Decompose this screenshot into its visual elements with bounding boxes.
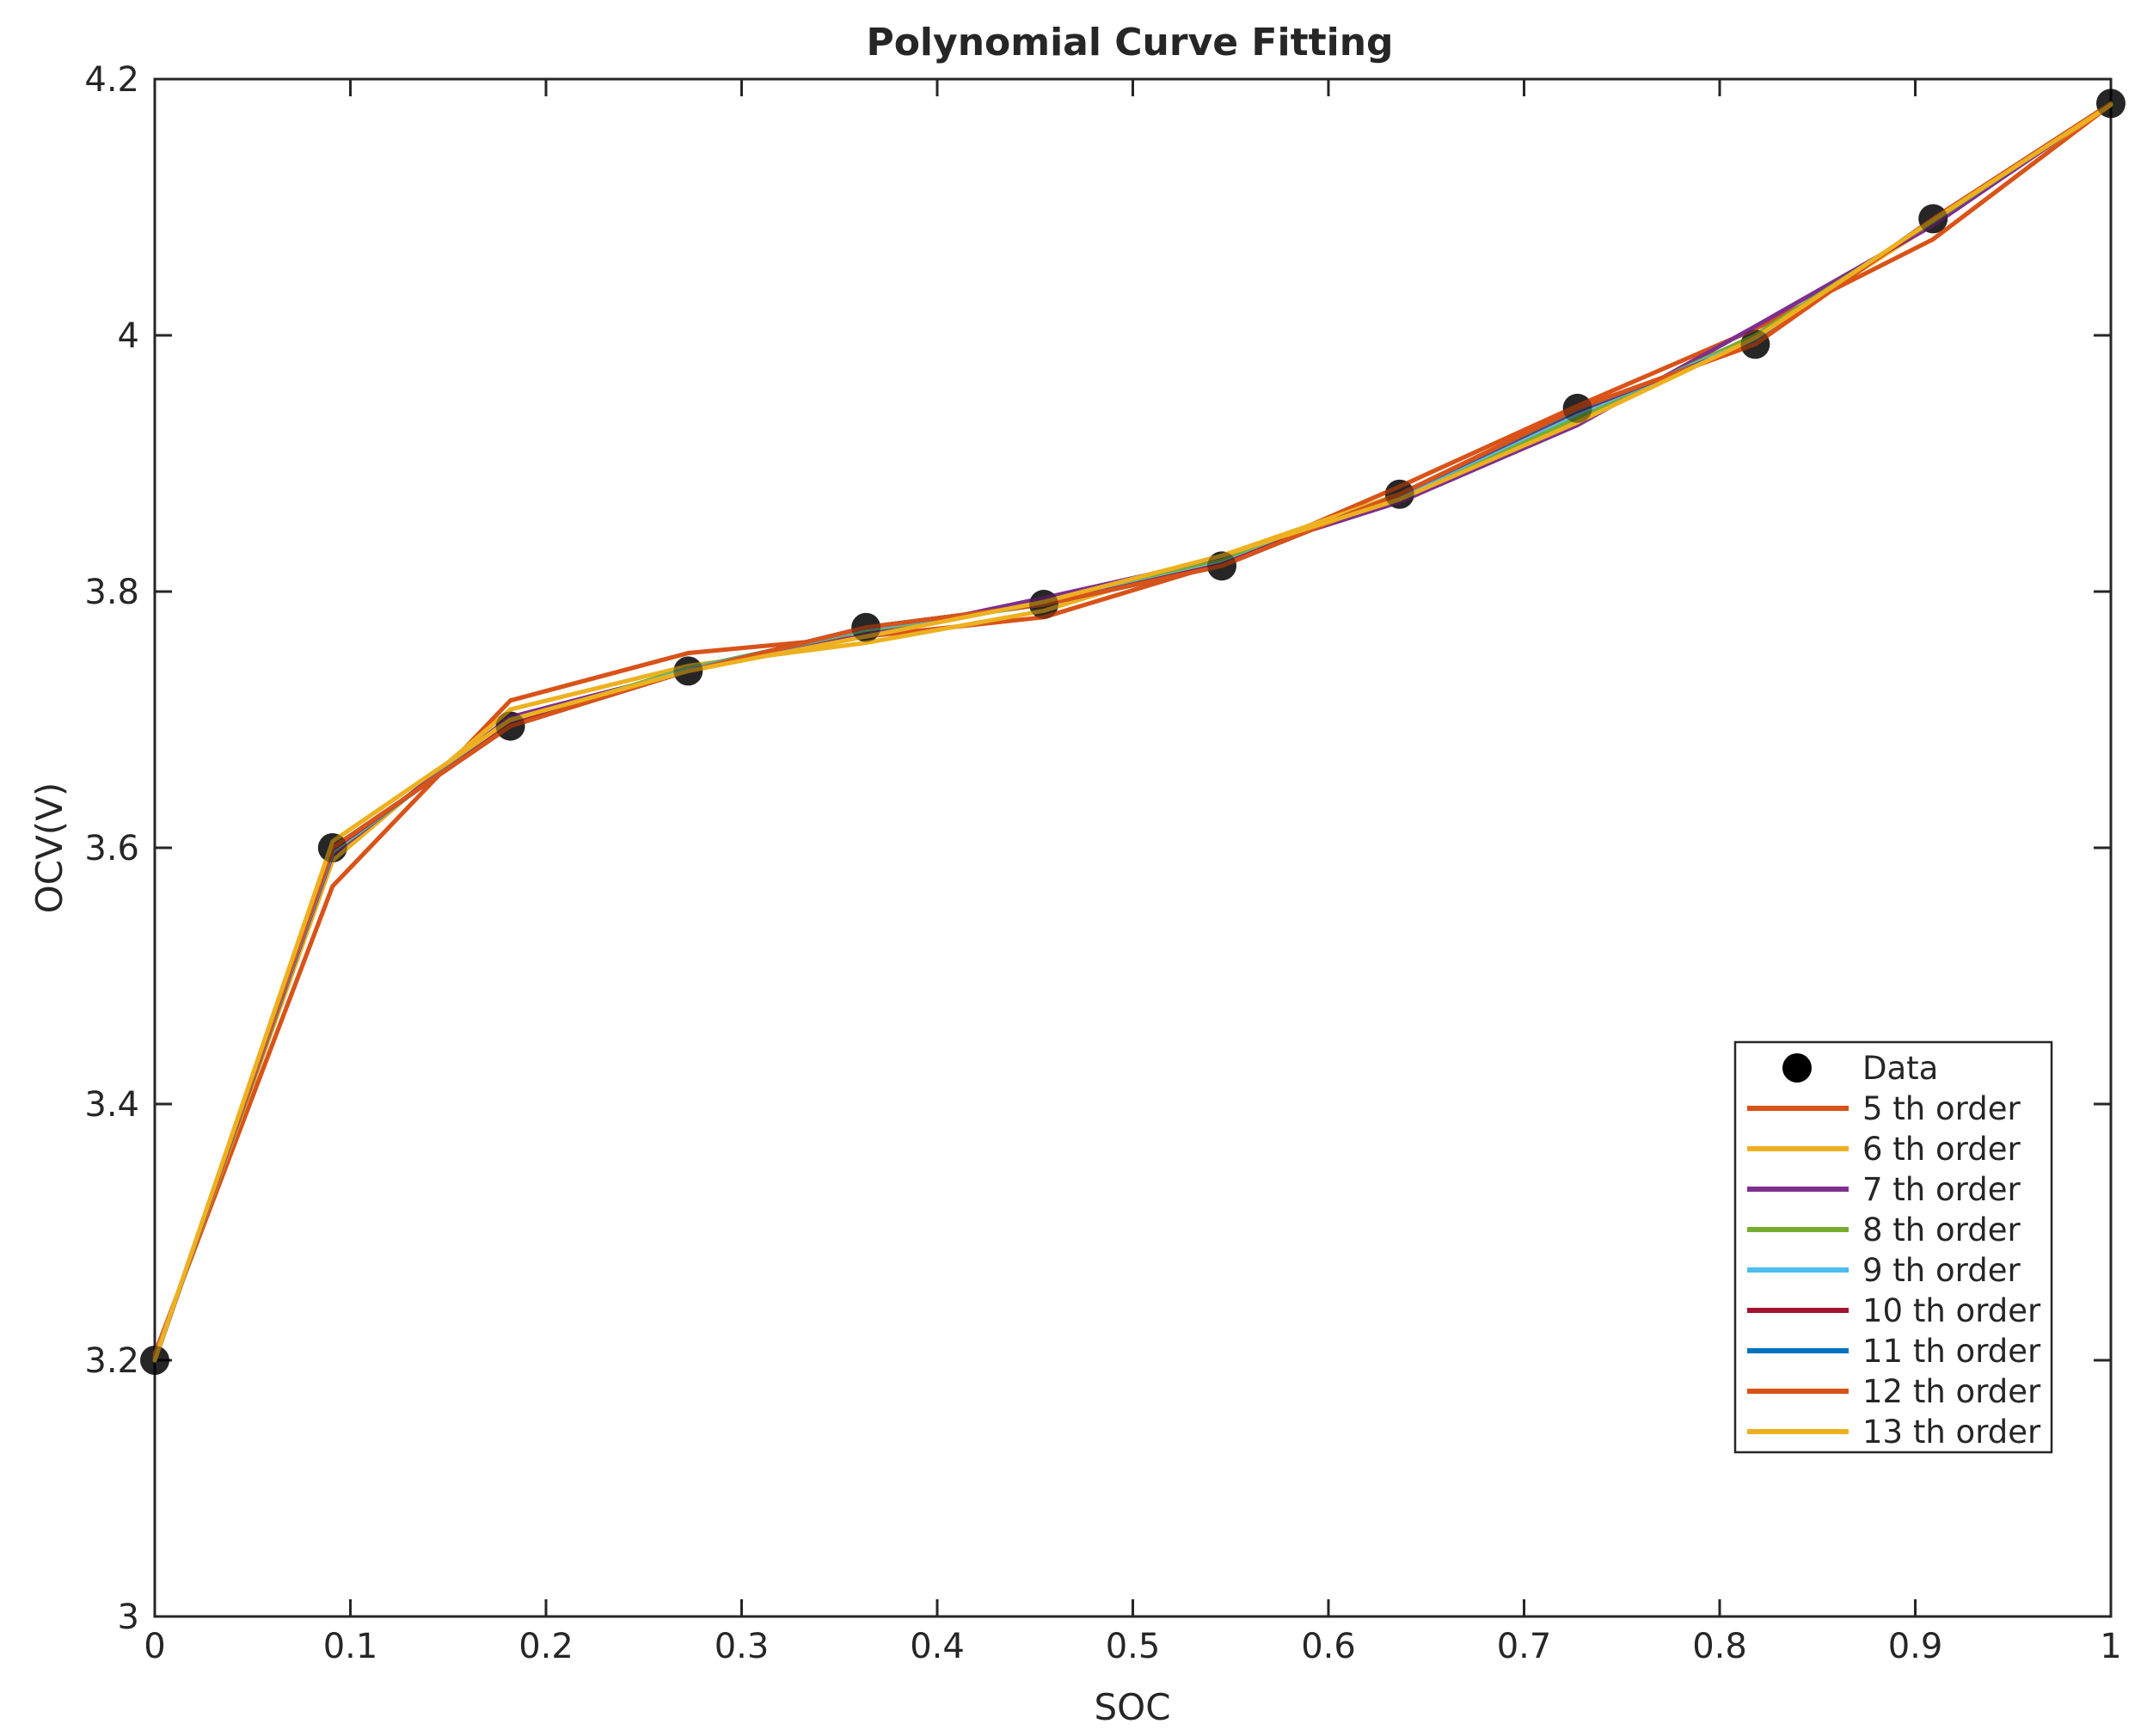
axis-ticks bbox=[153, 77, 2113, 1618]
x-tick-label: 0.4 bbox=[910, 1627, 965, 1666]
legend-label-11-th-order: 11 th order bbox=[1862, 1333, 2041, 1370]
legend-label-5-th-order: 5 th order bbox=[1862, 1090, 2021, 1127]
y-tick-label: 3.2 bbox=[84, 1341, 139, 1381]
x-tick-label: 0 bbox=[144, 1627, 165, 1666]
y-axis-label: OCV(V) bbox=[28, 782, 71, 914]
series-line-13-th-order-overlay bbox=[152, 102, 2113, 1363]
series-lines-overlay bbox=[152, 101, 2113, 1363]
x-tick-label: 0.5 bbox=[1106, 1627, 1161, 1666]
legend-label-data: Data bbox=[1862, 1050, 1938, 1087]
legend-label-6-th-order: 6 th order bbox=[1862, 1131, 2021, 1168]
legend-label-9-th-order: 9 th order bbox=[1862, 1252, 2021, 1289]
legend-label-12-th-order: 12 th order bbox=[1862, 1373, 2041, 1410]
y-tick-label: 3.4 bbox=[84, 1085, 139, 1125]
x-tick-label: 1 bbox=[2100, 1627, 2121, 1666]
axis-tick-labels: 0 0.1 0.2 0.3 0.4 0.5 0.6 0.7 0.8 0.9 1 3 3.2 3.4 3.6 3… bbox=[84, 60, 2121, 1666]
legend-marker-data bbox=[1782, 1053, 1812, 1083]
legend-label-13-th-order: 13 th order bbox=[1862, 1414, 2041, 1451]
x-tick-label: 0.9 bbox=[1888, 1627, 1943, 1666]
y-tick-label: 3 bbox=[118, 1598, 139, 1637]
x-axis-label: SOC bbox=[1094, 1686, 1170, 1728]
x-tick-label: 0.3 bbox=[715, 1627, 770, 1666]
legend-label-8-th-order: 8 th order bbox=[1862, 1212, 2021, 1248]
x-tick-label: 0.6 bbox=[1301, 1627, 1356, 1666]
y-tick-label: 3.8 bbox=[84, 573, 139, 612]
y-tick-label: 4 bbox=[118, 316, 139, 356]
y-tick-label: 4.2 bbox=[84, 60, 139, 100]
x-tick-label: 0.8 bbox=[1692, 1627, 1747, 1666]
x-tick-label: 0.1 bbox=[323, 1627, 378, 1666]
chart-title: Polynomial Curve Fitting bbox=[866, 21, 1393, 64]
y-tick-label: 3.6 bbox=[84, 829, 139, 868]
legend-label-10-th-order: 10 th order bbox=[1862, 1292, 2041, 1329]
legend-label-7-th-order: 7 th order bbox=[1862, 1171, 2021, 1208]
x-tick-label: 0.7 bbox=[1497, 1627, 1552, 1666]
series-line-12-th-order-overlay bbox=[152, 101, 2113, 1363]
x-tick-label: 0.2 bbox=[518, 1627, 574, 1666]
